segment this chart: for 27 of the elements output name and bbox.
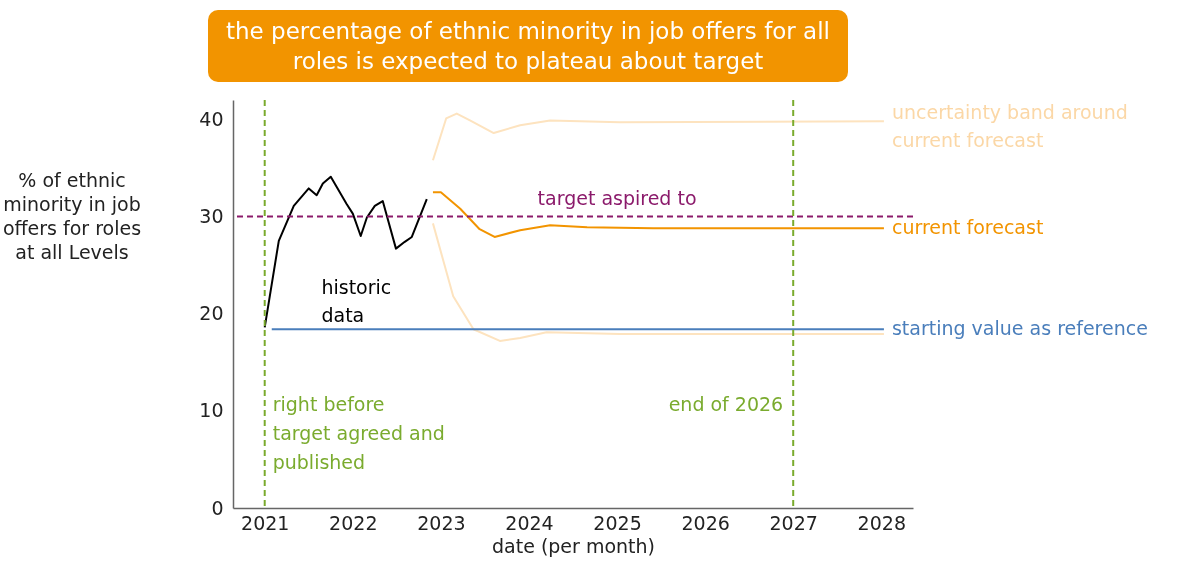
y-tick-label: 40 (199, 107, 224, 130)
x-tick-label: 2027 (769, 511, 818, 534)
line-series (431, 191, 885, 238)
series-label: starting value as reference (891, 317, 1148, 340)
series-label: current forecast (891, 216, 1044, 239)
x-tick-label: 2028 (857, 511, 906, 534)
ref-line-label: target aspired to (537, 186, 697, 209)
line-series (431, 112, 885, 162)
y-tick-label: 20 (199, 302, 224, 325)
chart-title: the percentage of ethnic minority in job offers for all roles is expected to plateau about target (208, 10, 848, 82)
x-tick-label: 2022 (329, 511, 378, 534)
line-series (431, 222, 885, 342)
ref-line-label: right before target agreed and published (272, 393, 445, 473)
x-tick-label: 2026 (681, 511, 730, 534)
x-axis-title: date (per month) (492, 534, 655, 557)
y-axis-title: % of ethnic minority in job offers for roles at all Levels (2, 168, 142, 264)
y-tick-label: 0 (211, 496, 224, 519)
x-tick-label: 2021 (241, 511, 290, 534)
ref-line-label: end of 2026 (668, 393, 784, 415)
x-tick-label: 2023 (417, 511, 466, 534)
x-tick-label: 2025 (593, 511, 642, 534)
series-label: historic data (321, 275, 392, 326)
x-tick-label: 2024 (505, 511, 554, 534)
y-tick-label: 10 (199, 399, 224, 422)
y-tick-label: 30 (199, 205, 224, 228)
line-series (263, 175, 428, 329)
annotation: uncertainty band around current forecast (891, 101, 1128, 152)
